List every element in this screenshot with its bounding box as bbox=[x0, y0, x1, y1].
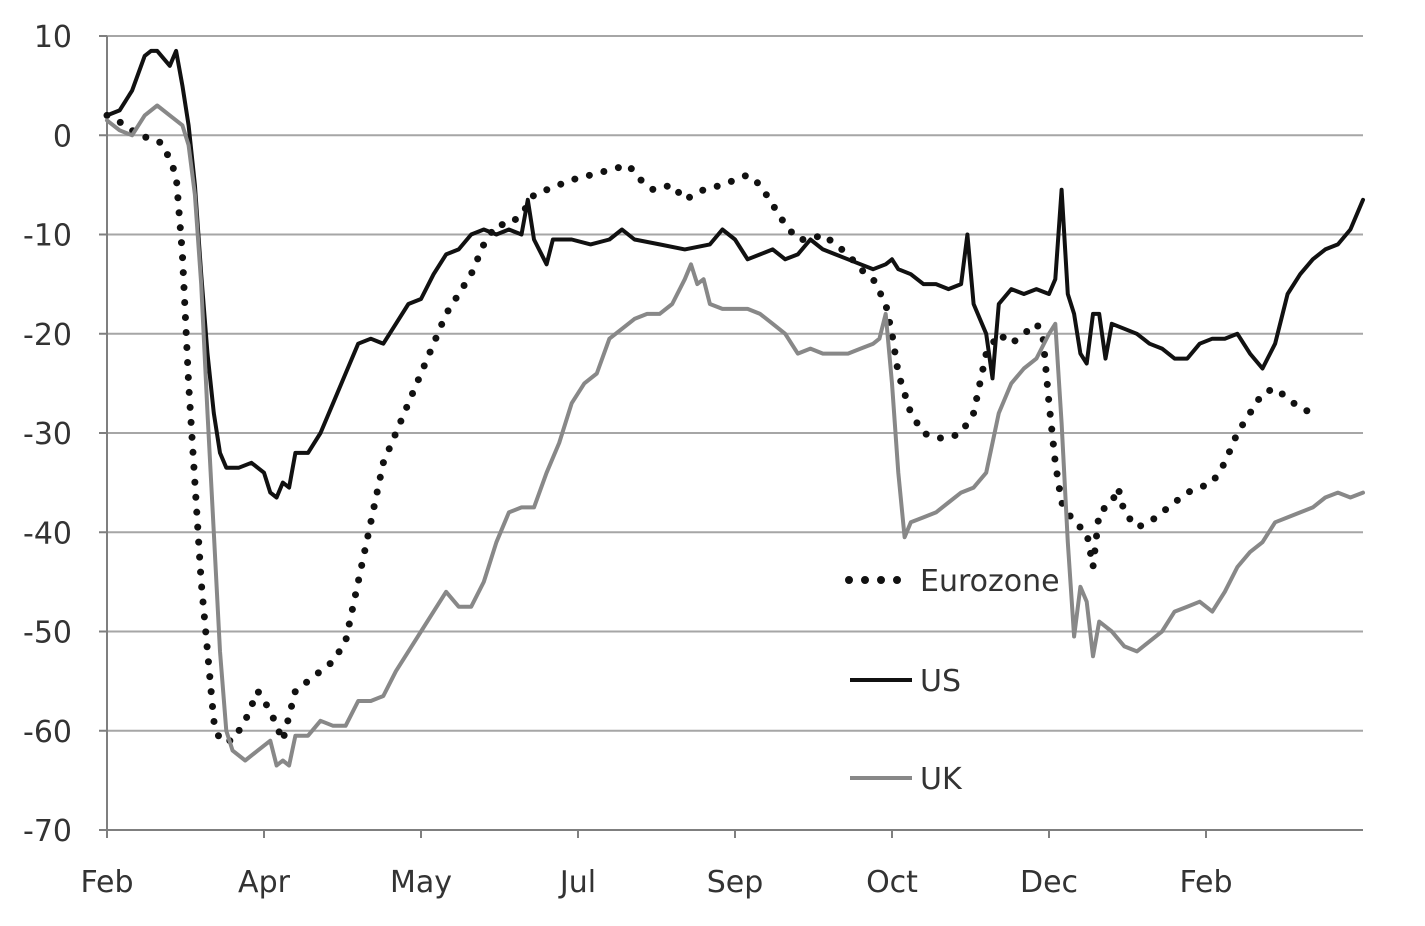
y-tick-label: -50 bbox=[23, 616, 72, 651]
series-line-us bbox=[105, 48, 1365, 500]
gridlines bbox=[107, 35, 1363, 831]
series-line-eurozone bbox=[103, 111, 1317, 745]
legend-label-uk: UK bbox=[920, 762, 963, 797]
x-tick-label: Feb bbox=[1179, 865, 1232, 900]
x-tick-label: Dec bbox=[1020, 865, 1078, 900]
y-tick-label: -30 bbox=[23, 417, 72, 452]
legend-label-eurozone: Eurozone bbox=[920, 564, 1060, 599]
x-tick-label: Apr bbox=[238, 865, 291, 900]
y-tick-label: -60 bbox=[23, 715, 72, 750]
legend-label-us: US bbox=[920, 664, 961, 699]
data-series bbox=[103, 48, 1365, 768]
x-tick-label: Jul bbox=[558, 865, 596, 900]
x-tick-label: Sep bbox=[707, 865, 764, 900]
y-tick-label: 10 bbox=[34, 20, 72, 55]
y-tick-label: -40 bbox=[23, 516, 72, 551]
y-tick-label: -10 bbox=[23, 219, 72, 254]
y-tick-label: -20 bbox=[23, 318, 72, 353]
x-tick-label: May bbox=[390, 865, 452, 900]
x-tick-label: Oct bbox=[866, 865, 918, 900]
series-line-uk bbox=[105, 103, 1365, 768]
x-tick-label: Feb bbox=[80, 865, 133, 900]
y-tick-label: 0 bbox=[53, 119, 72, 154]
legend: Eurozone US UK bbox=[845, 564, 1060, 797]
y-tick-label: -70 bbox=[23, 814, 72, 849]
